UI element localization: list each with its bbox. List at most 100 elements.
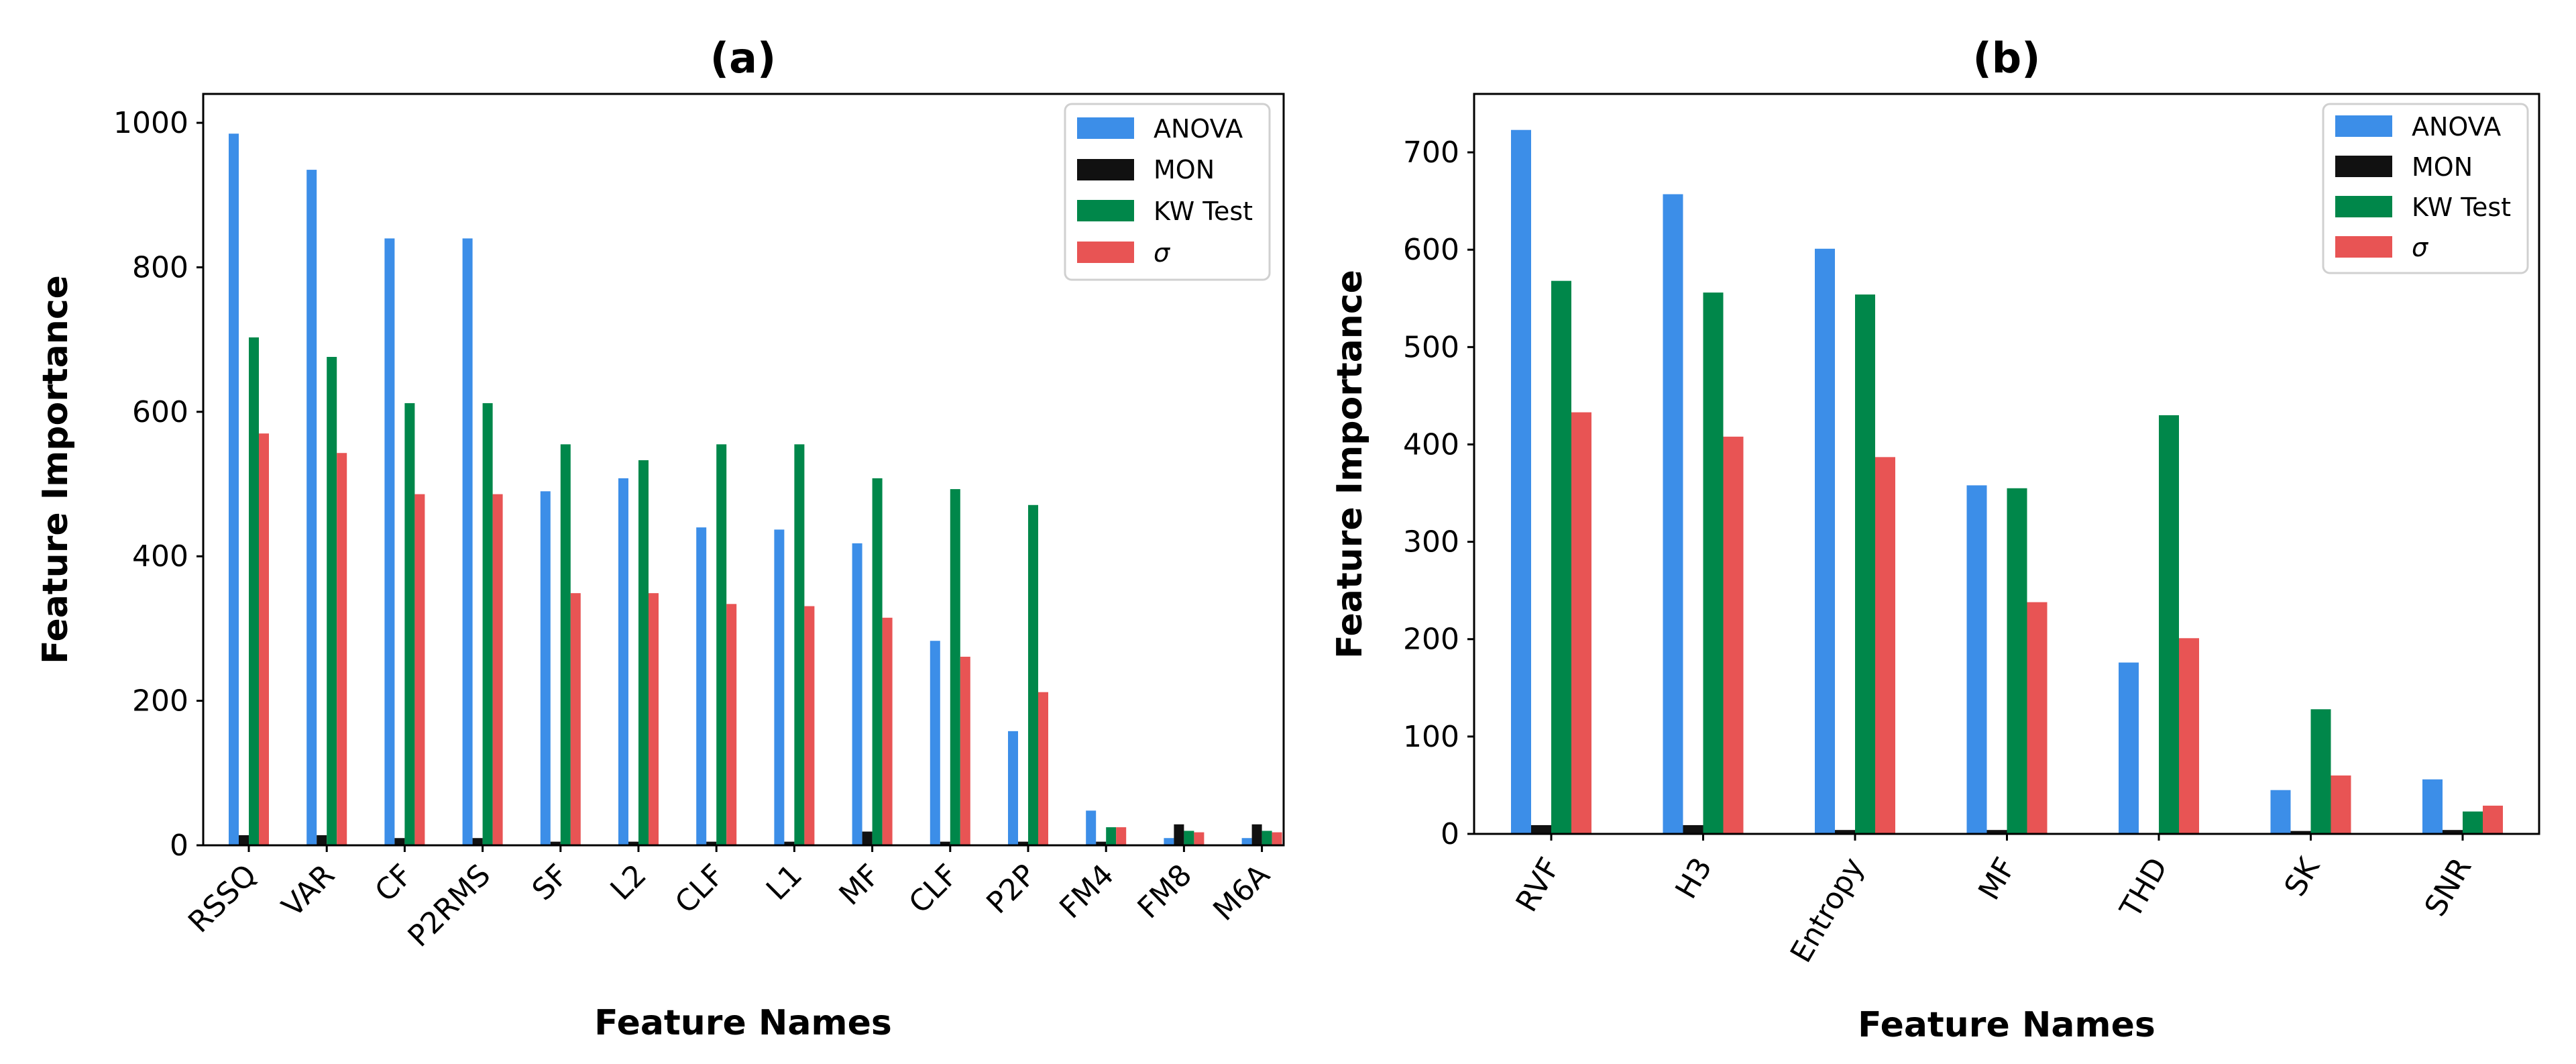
chart-b-title: (b): [1972, 34, 2040, 83]
chart-b-legend-anova: ANOVA: [2412, 112, 2501, 142]
chart-b-bar-kw-test-7: [2463, 811, 2483, 834]
chart-b-bar-kw-test-5: [2159, 415, 2179, 834]
chart-a-x-axis-label: Feature Names: [594, 1003, 892, 1043]
chart-a-y-axis: 0 200 400 600 800 1000: [113, 106, 203, 863]
chart-a-bar-sigma-14: [1272, 832, 1282, 845]
chart-a-legend-swatch-kw: [1077, 200, 1134, 221]
chart-a-bar-sigma-9: [882, 617, 893, 845]
chart-a-frame: [202, 93, 1285, 847]
chart-a-legend-swatch-anova: [1077, 117, 1134, 139]
chart-a-legend-kw: KW Test: [1154, 197, 1253, 226]
chart-a-bar-kw-test-4: [482, 403, 493, 845]
chart-b-bar-anova-2: [1663, 194, 1683, 834]
chart-b-y-tick-label: 700: [1403, 136, 1459, 170]
chart-a-bar-mon-8: [784, 841, 795, 845]
chart-a-bar-anova-6: [618, 478, 628, 845]
chart-b-bar-kw-test-3: [1855, 294, 1875, 834]
chart-a-bar-anova-9: [852, 543, 862, 845]
chart-b-bar-anova-7: [2422, 779, 2443, 834]
chart-a-bar-anova-12: [1086, 810, 1097, 845]
chart-b-bar-mon-6: [2290, 831, 2311, 834]
chart-a-bar-mon-6: [628, 841, 638, 845]
chart-a-bar-mon-9: [862, 831, 873, 845]
chart-b-bar-mon-4: [1986, 830, 2007, 834]
chart-a-legend: ANOVA MON KW Test σ: [1064, 103, 1271, 281]
chart-a-bar-anova-7: [696, 527, 707, 845]
chart-b-bar-sigma-5: [2179, 638, 2199, 834]
chart-a-bar-anova-2: [306, 170, 317, 846]
chart-a-bar-kw-test-1: [249, 337, 259, 845]
chart-b-y-tick-label: 500: [1403, 330, 1459, 364]
chart-b-bar-anova-3: [1815, 248, 1835, 834]
chart-a-bar-mon-1: [239, 835, 249, 845]
chart-a-bar-kw-test-10: [950, 489, 960, 845]
chart-a-y-tick-label: 400: [132, 539, 188, 574]
chart-b-bar-sigma-7: [2483, 805, 2503, 834]
chart-a-bar-sigma-10: [960, 656, 970, 845]
chart-a-title: (a): [710, 34, 777, 83]
chart-a-bar-sigma-3: [414, 494, 425, 845]
chart-a-y-tick-label: 600: [132, 395, 188, 429]
chart-a-bar-kw-test-7: [716, 444, 727, 845]
chart-a-bar-anova-14: [1241, 838, 1252, 845]
chart-a-bar-kw-test-12: [1106, 827, 1117, 845]
chart-a-bar-anova-4: [462, 238, 473, 845]
chart-a-bar-sigma-1: [259, 433, 269, 845]
chart-b-bar-sigma-6: [2331, 775, 2351, 834]
chart-a-bar-mon-5: [550, 841, 561, 845]
chart-b-bar-mon-7: [2443, 830, 2463, 834]
chart-b-legend-swatch-mon: [2335, 156, 2392, 177]
chart-b-bar-kw-test-1: [1551, 280, 1571, 835]
chart-a-bar-mon-11: [1018, 841, 1028, 845]
chart-a-bar-sigma-13: [1194, 832, 1205, 845]
chart-b-legend-box: [2322, 103, 2529, 274]
chart-a-bar-mon-3: [394, 838, 405, 845]
chart-a-bar-mon-14: [1251, 824, 1262, 845]
chart-b-bar-kw-test-4: [2007, 488, 2027, 834]
chart-b-y-axis-label: Feature Importance: [1330, 270, 1370, 659]
chart-b-y-tick-label: 300: [1403, 525, 1459, 560]
chart-b-bar-mon-2: [1683, 824, 1703, 834]
chart-a-bar-mon-4: [472, 838, 483, 845]
chart-b-bar-mon-1: [1531, 824, 1551, 834]
chart-b-bar-kw-test-6: [2310, 709, 2331, 834]
chart-a-bar-kw-test-9: [872, 478, 883, 845]
chart-a-legend-anova: ANOVA: [1154, 114, 1243, 144]
chart-a-bar-kw-test-3: [404, 403, 415, 845]
chart-a-bar-kw-test-2: [327, 357, 337, 845]
chart-a-bar-sigma-11: [1038, 692, 1048, 845]
chart-a-y-tick-label: 1000: [113, 106, 188, 140]
chart-b-legend-swatch-kw: [2335, 196, 2392, 217]
chart-b-y-tick-label: 200: [1403, 623, 1459, 657]
chart-a-y-tick-label: 800: [132, 250, 188, 284]
chart-a-legend-mon: MON: [1154, 155, 1215, 184]
chart-a-bar-anova-11: [1008, 731, 1018, 845]
chart-a-bars: [229, 134, 1282, 846]
chart-b-bar-sigma-1: [1571, 412, 1591, 834]
chart-b-legend: ANOVA MON KW Test σ: [2322, 103, 2529, 274]
chart-b-x-axis-label: Feature Names: [1858, 1005, 2155, 1045]
chart-a-bar-kw-test-13: [1184, 831, 1194, 845]
chart-a-legend-swatch-mon: [1077, 159, 1134, 180]
chart-a-bar-sigma-4: [492, 494, 503, 845]
chart-b-bar-mon-3: [1835, 830, 1855, 834]
chart-a-y-axis-label: Feature Importance: [36, 275, 76, 664]
chart-a-bar-anova-13: [1164, 838, 1174, 845]
chart-a-legend-swatch-sigma: [1077, 242, 1134, 263]
chart-a-bar-sigma-5: [570, 593, 581, 845]
chart-a-bar-kw-test-11: [1028, 504, 1038, 845]
chart-b-y-tick-label: 0: [1441, 817, 1459, 851]
chart-a-legend-box: [1064, 103, 1271, 281]
chart-a-bar-mon-10: [940, 841, 950, 845]
chart-b-legend-sigma: σ: [2412, 233, 2429, 262]
chart-b-y-tick-label: 600: [1403, 233, 1459, 267]
chart-b-legend-kw: KW Test: [2412, 193, 2511, 222]
chart-a-bar-anova-3: [384, 238, 395, 845]
chart-a-bar-sigma-7: [726, 604, 737, 845]
chart-b-y-tick-label: 100: [1403, 720, 1459, 754]
chart-b-y-axis: 0 100 200 300 400 500 600 700: [1403, 136, 1474, 851]
chart-b-bar-sigma-3: [1875, 457, 1895, 834]
chart-a-bar-sigma-6: [649, 593, 659, 845]
